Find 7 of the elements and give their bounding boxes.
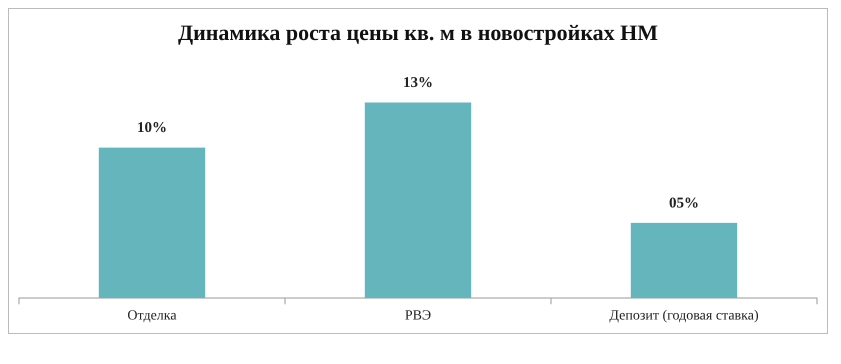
data-label: 05% (669, 195, 699, 212)
data-label: 10% (137, 120, 167, 136)
x-tick-label: Депозит (годовая ставка) (609, 308, 759, 324)
x-tick-label: РВЭ (404, 308, 432, 324)
data-label: 13% (403, 74, 433, 91)
chart-title: Динамика роста цены кв. м в новостройках НМ (178, 20, 658, 45)
x-tick-label: Отделка (127, 308, 178, 324)
